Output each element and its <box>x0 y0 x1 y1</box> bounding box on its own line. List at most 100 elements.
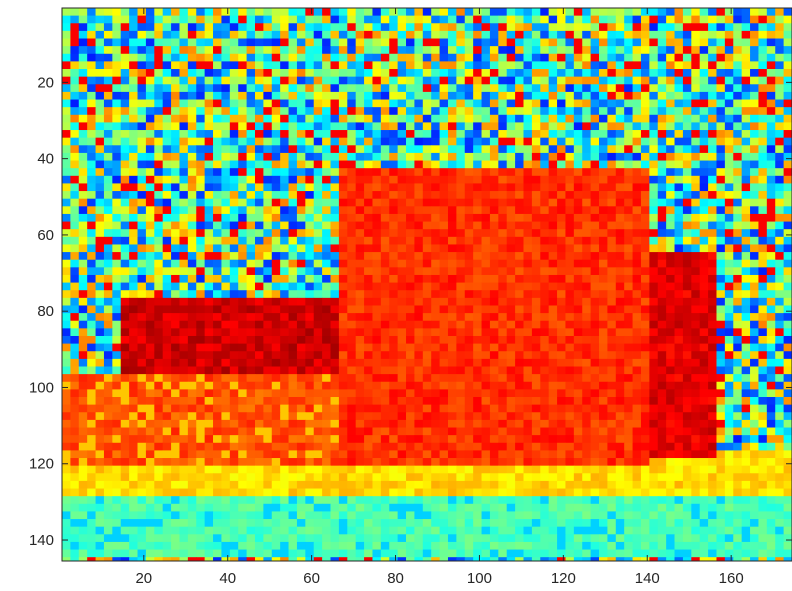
heatmap-cell <box>187 274 197 283</box>
heatmap-cell <box>380 221 390 230</box>
heatmap-cell <box>171 343 180 352</box>
heatmap-cell <box>162 274 172 283</box>
heatmap-cell <box>380 320 390 329</box>
heatmap-cell <box>716 168 726 177</box>
heatmap-cell <box>271 419 281 428</box>
heatmap-cell <box>422 328 432 337</box>
heatmap-cell <box>355 8 365 17</box>
heatmap-cell <box>254 290 264 299</box>
heatmap-cell <box>280 160 289 169</box>
heatmap-cell <box>691 381 701 390</box>
heatmap-cell <box>439 244 449 253</box>
heatmap-cell <box>271 229 281 238</box>
heatmap-cell <box>582 152 592 161</box>
heatmap-cell <box>750 38 759 47</box>
heatmap-cell <box>254 168 264 177</box>
heatmap-cell <box>531 404 541 413</box>
heatmap-cell <box>632 335 642 345</box>
heatmap-cell <box>70 290 80 299</box>
heatmap-cell <box>187 412 197 421</box>
heatmap-cell <box>632 152 642 161</box>
heatmap-cell <box>531 412 541 421</box>
heatmap-cell <box>280 99 289 108</box>
heatmap-cell <box>783 236 792 245</box>
heatmap-cell <box>682 198 692 207</box>
heatmap-cell <box>154 191 164 200</box>
heatmap-cell <box>582 335 592 345</box>
heatmap-cell <box>389 259 399 268</box>
heatmap-cell <box>364 267 373 276</box>
heatmap-cell <box>162 320 172 329</box>
heatmap-cell <box>741 30 751 39</box>
heatmap-cell <box>506 152 516 161</box>
heatmap-cell <box>406 23 415 32</box>
heatmap-cell <box>632 38 642 47</box>
heatmap-cell <box>674 69 684 78</box>
heatmap-cell <box>397 236 407 245</box>
heatmap-cell <box>406 351 415 360</box>
heatmap-cell <box>741 84 751 93</box>
heatmap-cell <box>548 282 558 291</box>
heatmap-cell <box>120 297 130 306</box>
heatmap-cell <box>557 91 566 100</box>
heatmap-cell <box>196 23 206 32</box>
heatmap-cell <box>783 229 792 238</box>
heatmap-cell <box>750 61 759 70</box>
heatmap-cell <box>489 351 499 360</box>
heatmap-cell <box>557 8 566 17</box>
heatmap-cell <box>548 290 558 299</box>
heatmap-cell <box>238 152 247 161</box>
heatmap-cell <box>305 404 315 413</box>
heatmap-cell <box>531 305 541 314</box>
heatmap-cell <box>171 267 180 276</box>
heatmap-cell <box>473 381 482 390</box>
heatmap-cell <box>624 206 633 215</box>
heatmap-cell <box>213 15 222 24</box>
heatmap-cell <box>666 46 675 55</box>
heatmap-cell <box>741 114 751 123</box>
heatmap-cell <box>204 374 214 383</box>
heatmap-cell <box>154 366 164 375</box>
heatmap-cell <box>775 114 785 123</box>
heatmap-cell <box>62 229 71 238</box>
heatmap-cell <box>246 69 256 78</box>
heatmap-cell <box>590 206 600 215</box>
heatmap-cell <box>280 168 289 177</box>
heatmap-cell <box>280 435 289 444</box>
heatmap-cell <box>213 419 222 428</box>
heatmap-cell <box>632 358 642 367</box>
heatmap-cell <box>238 366 247 375</box>
heatmap-cell <box>288 328 298 337</box>
heatmap-cell <box>347 198 357 207</box>
heatmap-cell <box>481 229 491 238</box>
heatmap-cell <box>389 381 399 390</box>
heatmap-cell <box>305 259 315 268</box>
heatmap-cell <box>271 122 281 131</box>
heatmap-cell <box>187 313 197 322</box>
heatmap-cell <box>322 46 331 55</box>
heatmap-cell <box>590 328 600 337</box>
heatmap-cell <box>204 183 214 192</box>
heatmap-cell <box>582 107 592 116</box>
heatmap-cell <box>783 183 792 192</box>
heatmap-cell <box>682 84 692 93</box>
heatmap-cell <box>137 229 147 238</box>
heatmap-cell <box>590 404 600 413</box>
heatmap-cell <box>699 290 709 299</box>
heatmap-cell <box>70 412 80 421</box>
heatmap-cell <box>615 183 625 192</box>
heatmap-cell <box>120 320 130 329</box>
heatmap-cell <box>456 427 466 436</box>
heatmap-cell <box>447 23 457 32</box>
heatmap-cell <box>204 91 214 100</box>
heatmap-cell <box>489 419 499 428</box>
heatmap-cell <box>624 351 633 360</box>
heatmap-cell <box>313 23 323 32</box>
heatmap-cell <box>758 397 768 406</box>
heatmap-cell <box>372 305 382 314</box>
heatmap-cell <box>431 259 440 268</box>
heatmap-cell <box>145 389 155 398</box>
heatmap-cell <box>196 53 206 62</box>
heatmap-cell <box>389 435 399 444</box>
heatmap-cell <box>599 76 608 85</box>
